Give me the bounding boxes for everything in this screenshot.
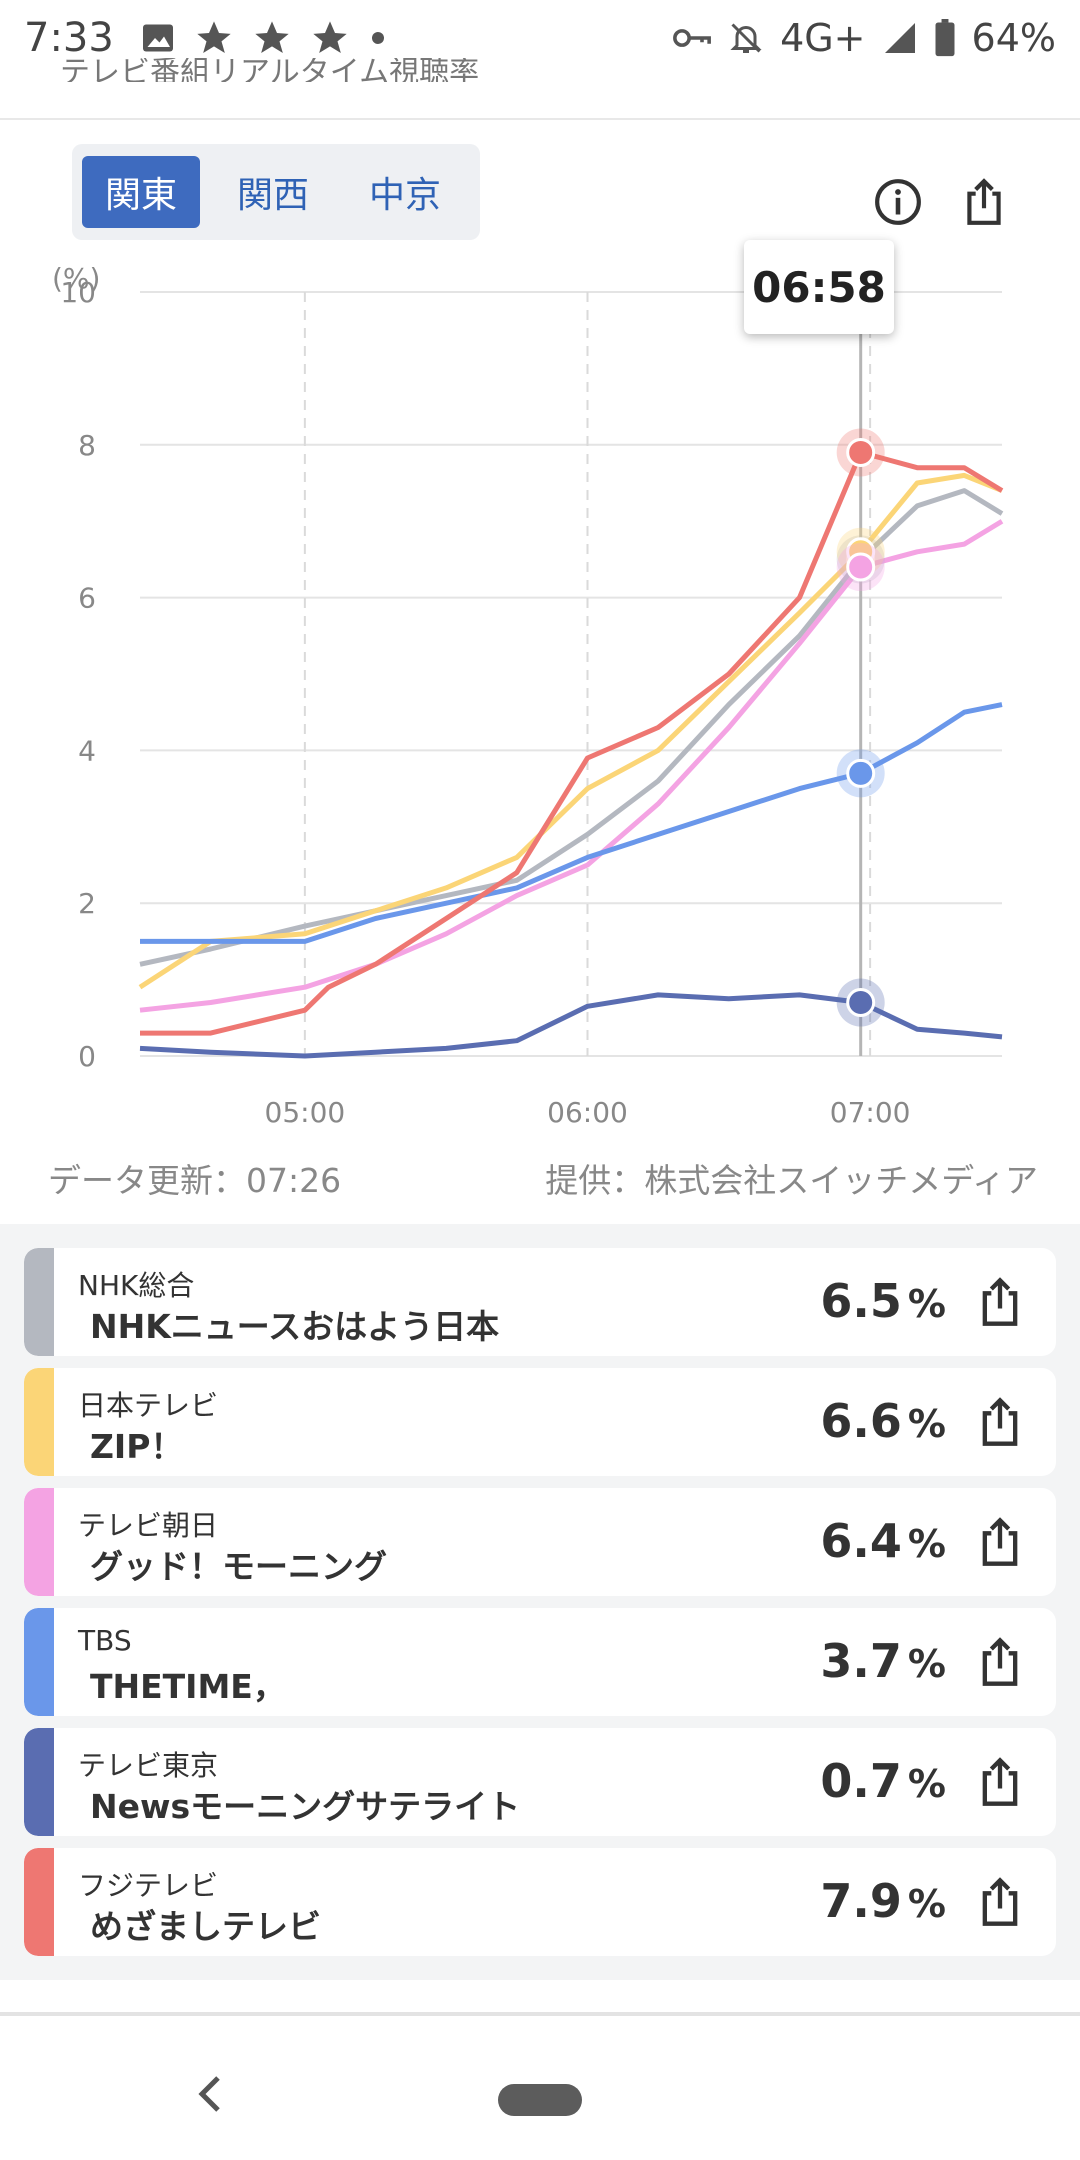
y-tick-label: 10 <box>60 276 96 309</box>
series-marker <box>846 552 876 582</box>
channel-name: テレビ東京 <box>78 1749 219 1782</box>
tab-chukyo[interactable]: 中京 <box>368 175 441 216</box>
series-marker <box>846 437 876 467</box>
rating-value: 7.9% <box>820 1874 946 1928</box>
channel-card-ntv[interactable]: 日本テレビ ZIP！ 6.6% <box>24 1368 1056 1476</box>
x-tick-label: 07:00 <box>830 1096 911 1129</box>
share-icon[interactable] <box>974 1276 1026 1328</box>
divider <box>0 118 1080 120</box>
share-icon[interactable] <box>956 174 1012 230</box>
dot-icon <box>368 28 388 48</box>
x-tick-label: 05:00 <box>265 1096 346 1129</box>
program-name: Newsモーニングサテライト <box>90 1787 521 1826</box>
status-bar: 7:33 4G+ 64% <box>0 0 1080 76</box>
series-line <box>139 519 1004 1013</box>
channel-name: TBS <box>78 1624 132 1657</box>
star-icon <box>194 18 234 58</box>
series-marker <box>846 988 876 1018</box>
y-tick-label: 6 <box>78 582 96 615</box>
program-name: THETIME， <box>90 1667 286 1706</box>
channel-card-tv-asahi[interactable]: テレビ朝日 グッド！モーニング 6.4% <box>24 1488 1056 1596</box>
channel-list: NHK総合 NHKニュースおはよう日本 6.5% 日本テレビ ZIP！ 6.6%… <box>0 1224 1080 1980</box>
color-strip <box>24 1608 54 1716</box>
color-strip <box>24 1848 54 1956</box>
tab-kanto[interactable]: 関東 <box>82 156 200 228</box>
data-updated: データ更新：07:26 <box>48 1161 342 1200</box>
color-strip <box>24 1488 54 1596</box>
channel-name: テレビ朝日 <box>78 1509 219 1542</box>
home-pill[interactable] <box>498 2084 582 2116</box>
back-icon[interactable] <box>190 2072 230 2116</box>
channel-name: NHK総合 <box>78 1269 195 1302</box>
page-title: テレビ番組リアルタイム視聴率 <box>60 58 480 82</box>
battery-percent: 64% <box>971 16 1056 60</box>
key-icon <box>672 23 712 53</box>
program-name: NHKニュースおはよう日本 <box>90 1307 500 1346</box>
x-tick-label: 06:00 <box>547 1096 628 1129</box>
color-strip <box>24 1728 54 1836</box>
program-name: グッド！モーニング <box>90 1547 387 1586</box>
meta-row: データ更新：07:26 提供：株式会社スイッチメディア <box>48 1154 1038 1202</box>
rating-value: 6.5% <box>820 1274 946 1328</box>
series-line <box>139 488 1004 967</box>
bell-off-icon <box>728 20 764 56</box>
region-tabs: 関東 関西 中京 <box>72 144 480 240</box>
star-icon <box>252 18 292 58</box>
star-icon <box>310 18 350 58</box>
color-strip <box>24 1248 54 1356</box>
y-tick-label: 8 <box>78 429 96 462</box>
status-time: 7:33 <box>24 15 114 61</box>
y-tick-label: 0 <box>78 1040 96 1073</box>
series-line <box>138 472 1003 990</box>
share-icon[interactable] <box>974 1756 1026 1808</box>
channel-card-tv-tokyo[interactable]: テレビ東京 Newsモーニングサテライト 0.7% <box>24 1728 1056 1836</box>
channel-name: 日本テレビ <box>78 1389 219 1422</box>
rating-value: 3.7% <box>820 1634 946 1688</box>
share-icon[interactable] <box>974 1516 1026 1568</box>
cursor-tooltip: 06:58 <box>744 240 894 334</box>
navigation-bar <box>0 2030 1080 2160</box>
series-line <box>140 702 1003 944</box>
y-unit-label: (%) <box>52 262 100 295</box>
program-name: めざましテレビ <box>90 1907 321 1946</box>
data-provider: 提供：株式会社スイッチメディア <box>545 1161 1038 1200</box>
color-strip <box>24 1368 54 1476</box>
share-icon[interactable] <box>974 1396 1026 1448</box>
info-icon[interactable] <box>870 174 926 230</box>
share-icon[interactable] <box>974 1636 1026 1688</box>
signal-icon <box>882 20 918 56</box>
tab-kansai[interactable]: 関西 <box>236 175 309 216</box>
series-line <box>139 992 1003 1059</box>
series-marker <box>846 758 876 788</box>
rating-value: 0.7% <box>820 1754 946 1808</box>
y-tick-label: 4 <box>78 734 96 767</box>
series-line <box>140 449 1004 1036</box>
rating-chart: (%) 0 2 4 6 8 10 05:00 06:00 07:00 <box>52 262 1004 1129</box>
network-type: 4G+ <box>780 16 866 60</box>
channel-card-tbs[interactable]: TBS THETIME， 3.7% <box>24 1608 1056 1716</box>
channel-name: フジテレビ <box>78 1869 219 1902</box>
divider <box>0 2012 1080 2016</box>
channel-card-fuji[interactable]: フジテレビ めざましテレビ 7.9% <box>24 1848 1056 1956</box>
image-icon <box>140 20 176 56</box>
battery-icon <box>934 19 956 57</box>
share-icon[interactable] <box>974 1876 1026 1928</box>
program-name: ZIP！ <box>90 1427 184 1466</box>
rating-value: 6.4% <box>820 1514 946 1568</box>
channel-card-nhk[interactable]: NHK総合 NHKニュースおはよう日本 6.5% <box>24 1248 1056 1356</box>
y-tick-label: 2 <box>78 887 96 920</box>
rating-value: 6.6% <box>820 1394 946 1448</box>
